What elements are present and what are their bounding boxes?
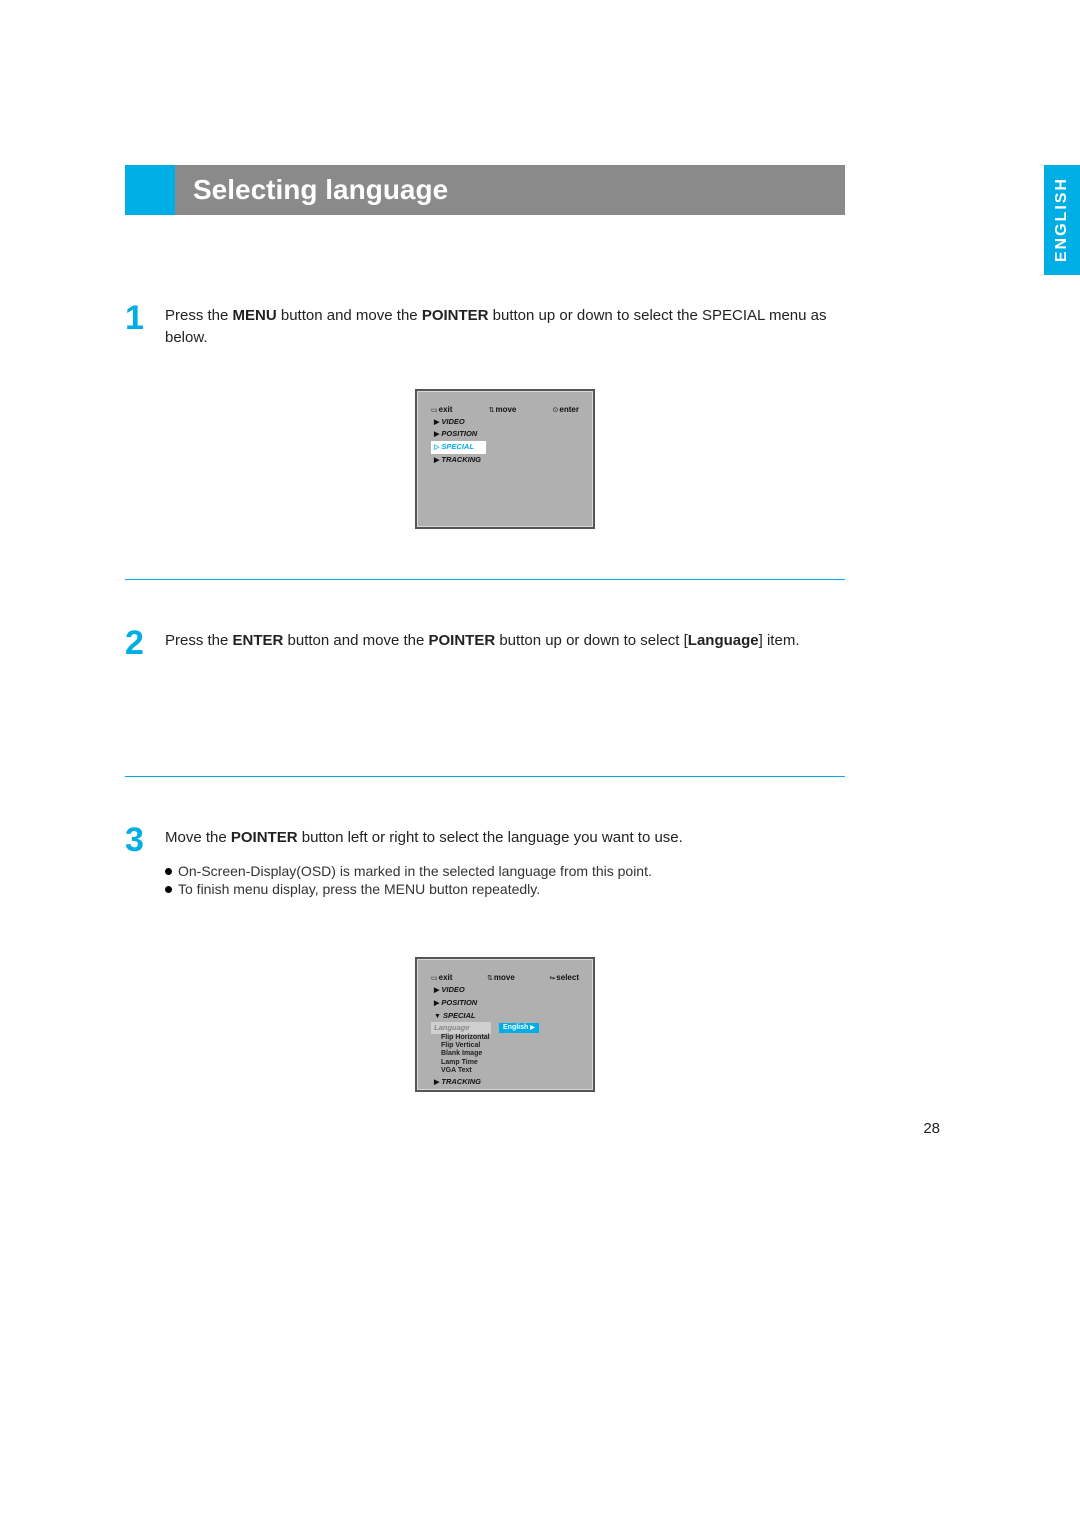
page-title-bar: Selecting language	[125, 165, 845, 215]
osd2-sub-blank: Blank Image	[431, 1050, 579, 1058]
step-2-text: Press the ENTER button and move the POIN…	[165, 630, 845, 652]
page-number: 28	[923, 1120, 940, 1137]
osd2-item-tracking: ▶TRACKING	[431, 1076, 486, 1089]
language-side-label: ENGLISH	[1053, 177, 1071, 262]
osd2-language-value: English ▶	[499, 1023, 539, 1033]
osd2-sub-lamp: Lamp Time	[431, 1059, 579, 1067]
osd1-hint-bar: ▭exit ⇅move ⊙enter	[431, 405, 579, 414]
osd2-item-video: ▶VIDEO	[431, 984, 486, 997]
osd1-item-video: ▶VIDEO	[431, 416, 486, 429]
step-3-notes: On-Screen-Display(OSD) is marked in the …	[165, 863, 845, 897]
step-number-3: 3	[125, 821, 144, 860]
step-3: 3 Move the POINTER button left or right …	[125, 827, 845, 1142]
bullet-icon	[165, 886, 172, 893]
osd-screenshot-1: ▭exit ⇅move ⊙enter ▶VIDEO ▶POSITION ▷SPE…	[415, 389, 595, 529]
osd2-menu: ▶VIDEO ▶POSITION ▼SPECIAL Language Flip …	[431, 984, 579, 1088]
bullet-icon	[165, 868, 172, 875]
page-title: Selecting language	[175, 165, 845, 215]
step-1-text: Press the MENU button and move the POINT…	[165, 305, 845, 349]
osd2-hint-bar: ▭exit ⇅move ⇋select	[431, 973, 579, 982]
step-2: 2 Press the ENTER button and move the PO…	[125, 630, 845, 778]
note-1: On-Screen-Display(OSD) is marked in the …	[165, 863, 845, 879]
osd2-sub-flip-v: Flip Vertical	[431, 1042, 579, 1050]
osd1-item-tracking: ▶TRACKING	[431, 454, 486, 467]
title-accent-block	[125, 165, 175, 215]
osd2-sub-vga: VGA Text	[431, 1067, 579, 1075]
osd2-sub-flip-h: Flip Horizontal	[431, 1034, 579, 1042]
osd-screenshot-2: ▭exit ⇅move ⇋select ▶VIDEO ▶POSITION ▼SP…	[415, 957, 595, 1092]
step-1: 1 Press the MENU button and move the POI…	[125, 305, 845, 580]
osd1-menu: ▶VIDEO ▶POSITION ▷SPECIAL ▶TRACKING	[431, 416, 579, 467]
step-number-2: 2	[125, 624, 144, 663]
step-number-1: 1	[125, 299, 144, 338]
osd2-item-position: ▶POSITION	[431, 997, 486, 1010]
page-content: Selecting language 1 Press the MENU butt…	[125, 165, 845, 1192]
note-2: To finish menu display, press the MENU b…	[165, 881, 845, 897]
osd2-item-language: Language	[431, 1022, 491, 1033]
step-3-text: Move the POINTER button left or right to…	[165, 827, 845, 849]
osd1-item-position: ▶POSITION	[431, 428, 486, 441]
osd2-item-special: ▼SPECIAL	[431, 1010, 486, 1023]
language-side-tab: ENGLISH	[1044, 165, 1080, 275]
osd1-item-special: ▷SPECIAL	[431, 441, 486, 454]
